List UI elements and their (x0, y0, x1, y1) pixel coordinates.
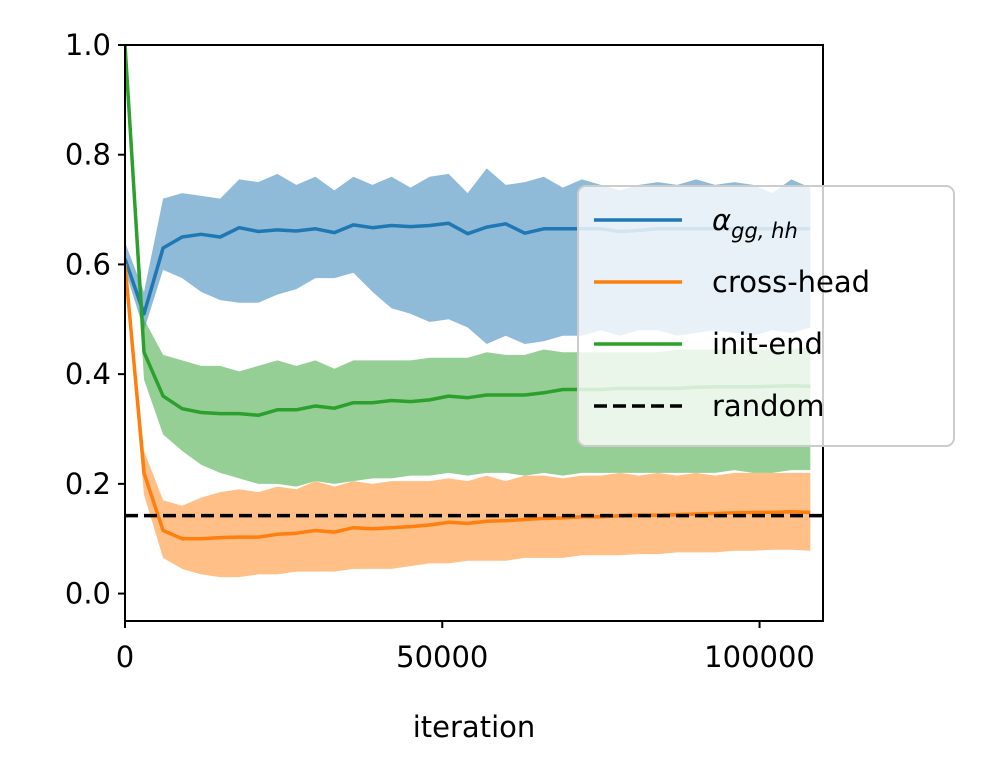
axes: 0.0 0.2 0.4 0.6 0.8 1.0 0 50000 100000 iteration (65, 28, 824, 744)
legend-label-0: αgg, hh (712, 203, 798, 243)
band-1 (125, 253, 811, 578)
y-tick-label: 0.6 (65, 247, 111, 281)
legend-label-3: random (712, 389, 824, 423)
legend-box (577, 185, 955, 447)
x-tick-label: 0 (116, 640, 134, 674)
y-tick-label: 1.0 (65, 28, 111, 62)
x-tick-label: 50000 (396, 640, 488, 674)
legend-label-1: cross-head (712, 265, 870, 299)
legend: αgg, hh cross-head init-end random (577, 185, 955, 447)
y-tick-label: 0.8 (65, 138, 111, 172)
x-axis-label: iteration (413, 710, 536, 744)
legend-label-2: init-end (712, 327, 823, 361)
y-tick-label: 0.2 (65, 467, 111, 501)
y-tick-label: 0.0 (65, 577, 111, 611)
x-tick-label: 100000 (704, 640, 815, 674)
y-tick-label: 0.4 (65, 357, 111, 391)
